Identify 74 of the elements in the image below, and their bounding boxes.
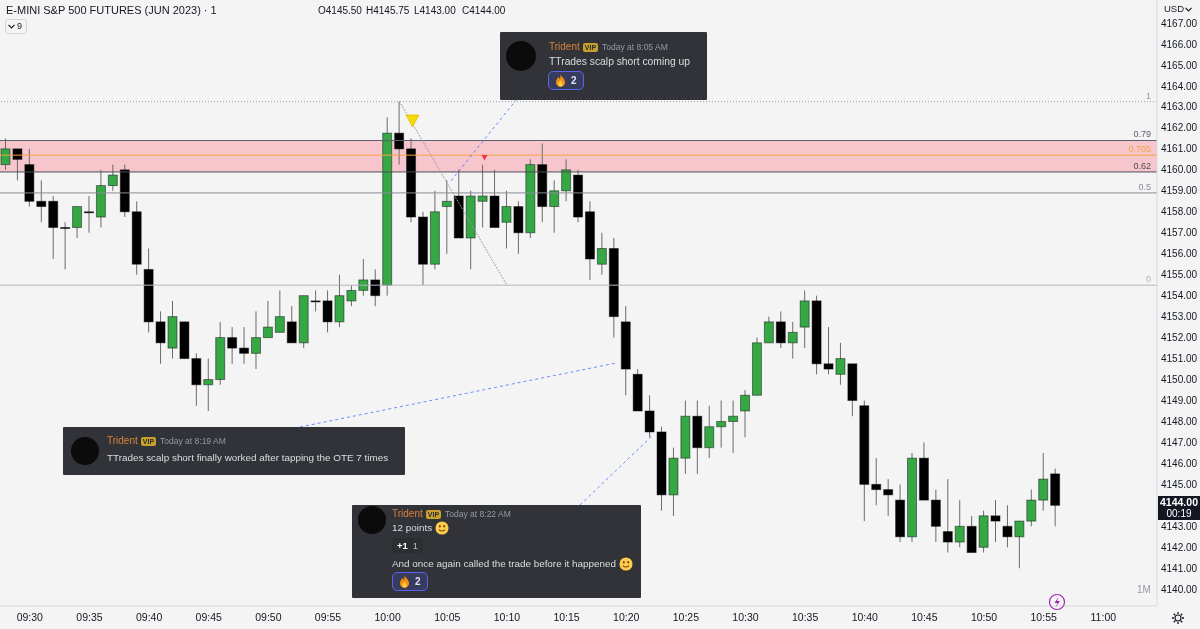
y-tick-label: 4165.00 — [1161, 59, 1198, 71]
y-tick-label: 4140.00 — [1161, 583, 1198, 595]
y-tick-label: 4163.00 — [1161, 101, 1198, 113]
x-tick-label: 09:55 — [314, 611, 342, 624]
annotation: And once again called the trade before it happened — [392, 557, 617, 571]
y-tick-label: 4158.00 — [1161, 206, 1198, 218]
x-tick-label: 10:15 — [553, 611, 580, 624]
annotation: H4145.75 — [366, 4, 410, 17]
annotation: TTrades scalp short coming up — [549, 55, 690, 69]
x-tick-label: 10:05 — [434, 611, 461, 624]
annotation: 2 — [571, 75, 577, 86]
y-tick-label: 4167.00 — [1161, 17, 1198, 29]
y-tick-label: 4146.00 — [1161, 457, 1198, 469]
y-tick-label: 4148.00 — [1161, 416, 1198, 428]
annotation: Trident — [549, 41, 580, 53]
y-tick-label: 4161.00 — [1161, 143, 1198, 155]
annotation: C4144.00 — [462, 4, 506, 17]
annotation: Today at 8:05 AM — [602, 41, 668, 53]
y-tick-label: 4149.00 — [1161, 395, 1198, 407]
annotation: 0.5 — [1138, 181, 1151, 192]
y-tick-label: 4153.00 — [1161, 311, 1198, 323]
annotation: Today at 8:19 AM — [160, 435, 226, 447]
y-tick-label: 4164.00 — [1161, 80, 1198, 92]
annotation: Trident — [107, 435, 138, 447]
x-tick-label: 09:50 — [255, 611, 282, 624]
x-tick-label: 11:00 — [1090, 611, 1117, 624]
annotation: Today at 8:22 AM — [445, 508, 511, 520]
x-tick-label: 10:10 — [493, 611, 521, 624]
annotation: L4143.00 — [414, 4, 456, 17]
y-tick-label: 4150.00 — [1161, 374, 1198, 386]
y-tick-label: 4141.00 — [1161, 562, 1198, 574]
annotation: 0.79 — [1133, 129, 1151, 140]
annotation: 0.62 — [1133, 160, 1151, 171]
annotation: 2 — [415, 576, 421, 587]
annotation: O4145.50 — [318, 4, 362, 17]
x-tick-label: 09:30 — [16, 611, 44, 624]
chart-title: E-MINI S&P 500 FUTURES (JUN 2023) · 1 — [6, 4, 217, 17]
x-tick-label: 10:25 — [672, 611, 700, 624]
annotation: 1M — [1137, 584, 1151, 596]
annotation: 1 — [412, 540, 419, 551]
annotation: Trident — [392, 508, 423, 520]
y-tick-label: 4162.00 — [1161, 122, 1198, 134]
price-tag: 4144.00 00:19 — [1158, 496, 1200, 521]
x-tick-label: 10:00 — [374, 611, 401, 624]
y-tick-label: 4159.00 — [1161, 185, 1198, 197]
x-tick-label: 10:40 — [851, 611, 879, 624]
x-tick-label: 10:35 — [791, 611, 819, 624]
x-tick-label: 10:55 — [1030, 611, 1057, 624]
y-tick-label: 4152.00 — [1161, 332, 1198, 344]
y-tick-label: 4154.00 — [1161, 290, 1198, 302]
y-tick-label: 4157.00 — [1161, 227, 1198, 239]
y-tick-label: 4156.00 — [1161, 248, 1198, 260]
text: USD — [1164, 3, 1185, 15]
x-tick-label: 10:45 — [911, 611, 938, 624]
x-tick-label: 09:35 — [76, 611, 103, 624]
y-tick-label: 4166.00 — [1161, 38, 1198, 50]
y-tick-label: 4142.00 — [1161, 541, 1198, 553]
annotation: 9 — [17, 20, 23, 32]
annotation: 0.705 — [1128, 144, 1151, 155]
x-tick-label: 10:30 — [732, 611, 759, 624]
y-tick-label: 4147.00 — [1161, 436, 1198, 448]
y-tick-label: 4145.00 — [1161, 478, 1198, 490]
y-tick-label: 4151.00 — [1161, 353, 1198, 365]
y-tick-label: 4155.00 — [1161, 269, 1198, 281]
x-tick-label: 10:20 — [613, 611, 640, 624]
x-tick-label: 09:45 — [195, 611, 223, 624]
annotation: 12 points — [392, 521, 434, 535]
x-tick-label: 10:50 — [970, 611, 998, 624]
annotation: TTrades scalp short finally worked after tapping the OTE 7 times — [107, 451, 389, 465]
annotation: 1 — [1145, 90, 1151, 101]
y-tick-label: 4143.00 — [1161, 520, 1198, 532]
annotation: +1 — [397, 540, 408, 551]
x-tick-label: 09:40 — [135, 611, 163, 624]
y-tick-label: 4160.00 — [1161, 164, 1198, 176]
